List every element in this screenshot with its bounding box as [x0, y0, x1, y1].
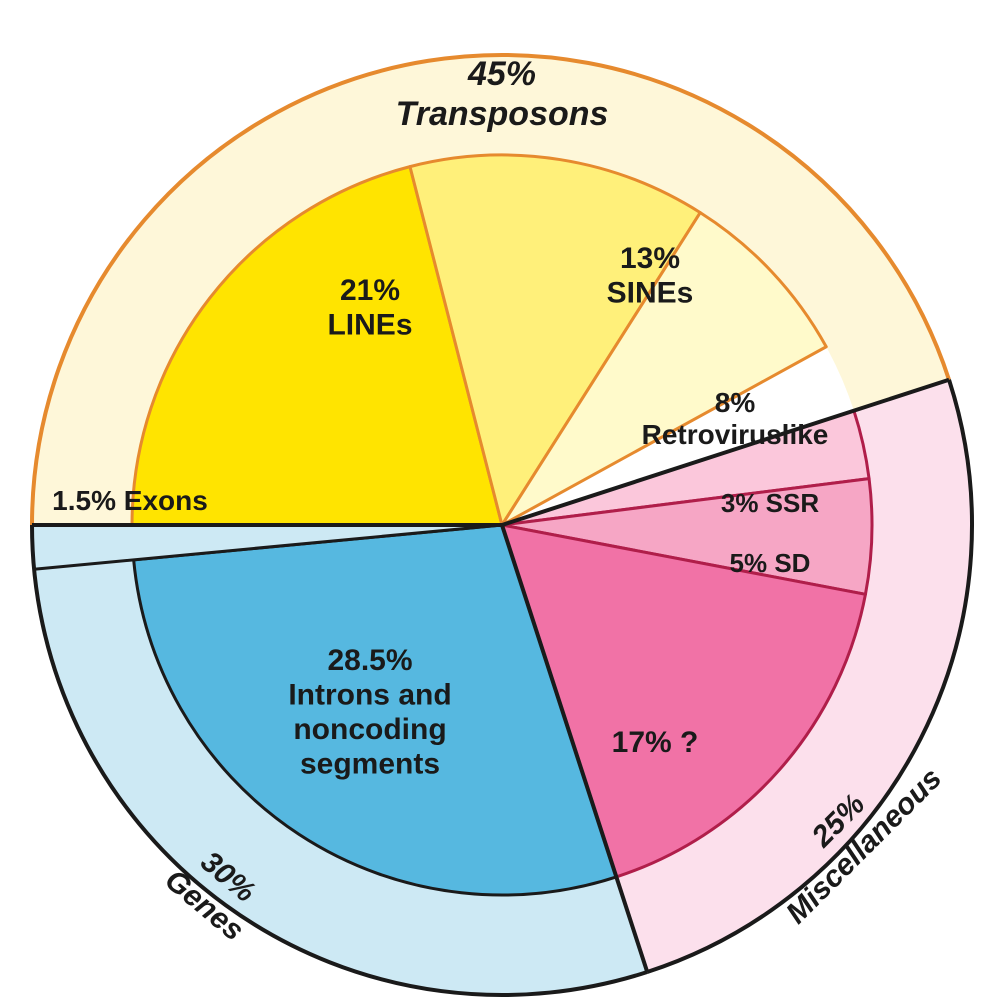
svg-text:45%: 45% — [467, 55, 536, 93]
label-unknown: 17% ? — [612, 726, 699, 759]
label-exons: 1.5% Exons — [52, 485, 208, 516]
label-sd: 5% SD — [730, 548, 811, 578]
svg-text:Transposons: Transposons — [396, 95, 609, 133]
genome-composition-pie: 21%LINEs13%SINEs8%Retroviruslike3% SSR5%… — [0, 0, 1004, 1000]
label-ssr-slice: 3% SSR — [721, 488, 819, 518]
label-lines: 21%LINEs — [327, 274, 412, 342]
